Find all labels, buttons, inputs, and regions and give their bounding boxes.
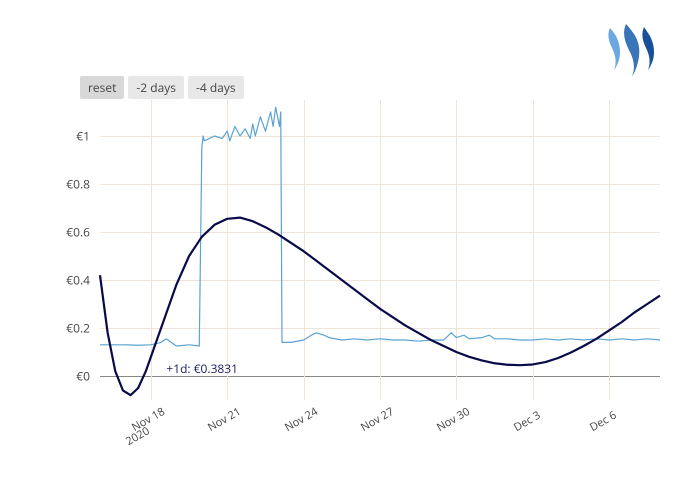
ytick-label: €1 [76,128,90,145]
ytick-label: €0.8 [66,176,90,193]
ytick-label: €0 [76,368,90,385]
reset-button[interactable]: reset [80,76,124,99]
logo-wave-2 [624,24,639,76]
logo-wave-1 [642,27,654,70]
ytick-label: €0.4 [66,272,90,289]
steem-logo [600,20,660,83]
minus-4-days-button[interactable]: -4 days [188,76,244,99]
range-buttons: reset -2 days -4 days [80,76,244,99]
ytick-label: €0.6 [66,224,90,241]
series-price [100,107,660,346]
minus-2-days-button[interactable]: -2 days [128,76,184,99]
logo-wave-3 [608,28,620,70]
series-layer [50,100,660,440]
ytick-label: €0.2 [66,320,90,337]
annotation-label: +1d: €0.3831 [166,360,238,377]
price-chart[interactable]: €0€0.2€0.4€0.6€0.8€1 Nov 18Nov 21Nov 24N… [50,100,660,440]
